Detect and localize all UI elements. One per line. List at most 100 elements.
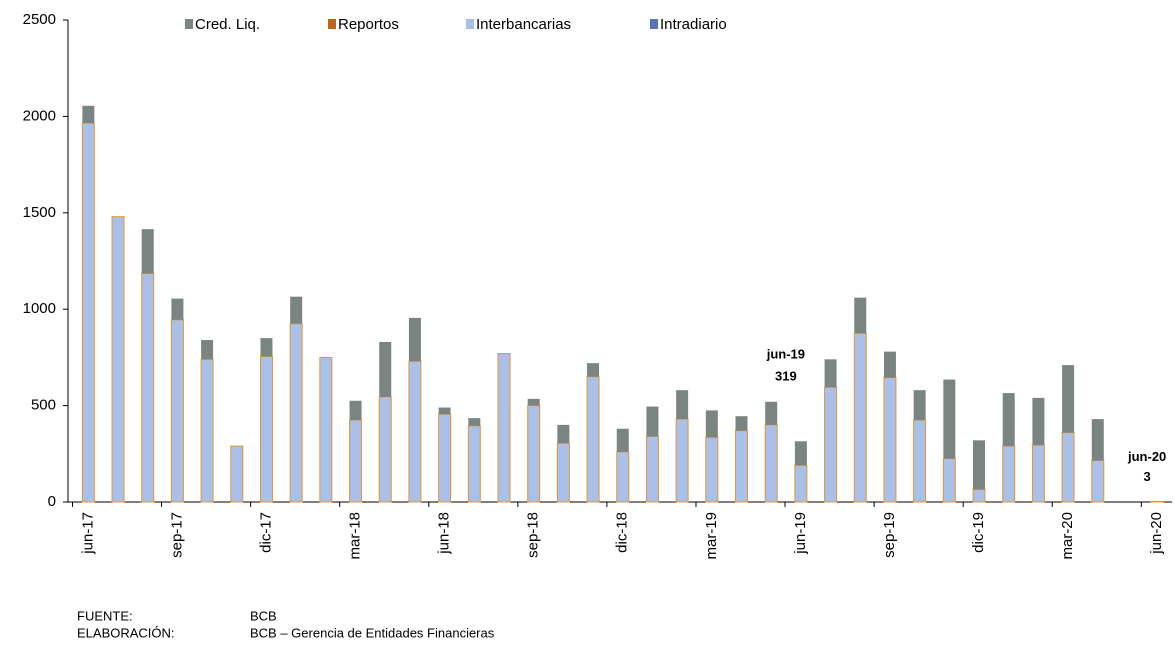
bar-segment [705, 436, 719, 503]
bar-segment [824, 386, 838, 503]
legend-swatch [328, 19, 336, 29]
bar-segment [972, 488, 986, 503]
bar-segment [200, 358, 214, 503]
legend-swatch [650, 19, 658, 29]
bar-segment [170, 319, 184, 503]
bar-segment [379, 341, 392, 397]
credit-label: ELABORACIÓN: [77, 625, 175, 640]
legend-swatch [185, 19, 193, 29]
annotation-label: jun-19 [766, 347, 805, 362]
x-tick-label: jun-19 [792, 512, 809, 555]
bar-segment [616, 451, 630, 503]
bar-segment [527, 405, 541, 503]
bar-segment [260, 338, 273, 357]
bar-segment [230, 445, 244, 503]
legend-swatch [466, 19, 474, 29]
x-tick-label: sep-19 [881, 512, 898, 558]
bar-segment [141, 273, 155, 503]
bar-segment [81, 122, 95, 503]
bar-segment [853, 332, 867, 503]
bar-segment [408, 360, 422, 503]
bar-segment [319, 356, 333, 503]
bar-segment [1091, 419, 1104, 461]
bar-segment [764, 424, 778, 503]
bar-segment [468, 418, 481, 426]
bar-segment [765, 401, 778, 425]
bar-segment [735, 430, 749, 503]
bar-segment [973, 440, 986, 490]
bar-segment [854, 297, 867, 334]
bar-segment [438, 413, 452, 503]
x-tick-label: sep-18 [525, 512, 542, 558]
bar-segment [1032, 397, 1045, 446]
bar-segment [289, 323, 303, 503]
y-tick-label: 500 [31, 397, 56, 414]
bar-segment [645, 435, 659, 503]
bar-segment [824, 359, 837, 388]
bar-segment [557, 424, 570, 444]
bar-segment [1002, 445, 1016, 503]
x-tick-label: jun-18 [436, 512, 453, 555]
bar-segment [943, 379, 956, 459]
bar-segment [646, 406, 659, 437]
bar-segment [883, 377, 897, 503]
y-tick-label: 1000 [23, 300, 56, 317]
bar-segment [705, 410, 718, 438]
bar-segment [438, 407, 451, 415]
source-text: BCB [250, 608, 277, 623]
bar-segment [913, 390, 926, 421]
bar-segment [735, 416, 748, 431]
bar-segment [676, 390, 689, 420]
bar-segment [141, 229, 154, 274]
annotation-label: jun-20 [1127, 449, 1166, 464]
annotation-value: 3 [1144, 469, 1151, 484]
bar-segment [794, 441, 807, 466]
credit-text: BCB – Gerencia de Entidades Financieras [250, 625, 495, 640]
x-tick-label: sep-17 [168, 512, 185, 558]
annotation-value: 319 [775, 369, 797, 384]
bar-segment [111, 216, 125, 503]
x-tick-label: jun-17 [79, 512, 96, 555]
y-tick-label: 0 [48, 493, 56, 510]
y-tick-label: 1500 [23, 204, 56, 221]
legend-label: Reportos [338, 16, 399, 33]
bar-segment [616, 428, 629, 452]
x-tick-label: jun-20 [1148, 512, 1165, 555]
x-tick-label: dic-19 [970, 512, 987, 553]
y-tick-label: 2000 [23, 107, 56, 124]
source-label: FUENTE: [77, 608, 133, 623]
bar-segment [290, 296, 303, 324]
bar-segment [259, 355, 273, 503]
bar-segment [556, 442, 570, 503]
bar-segment [467, 425, 481, 503]
bar-segment [408, 317, 421, 362]
bar-segment [913, 419, 927, 503]
y-tick-label: 2500 [23, 11, 56, 28]
bar-segment [349, 400, 362, 421]
bar-segment [883, 351, 896, 378]
bar-segment [497, 353, 511, 503]
bar-segment [1002, 393, 1015, 447]
bar-segment [349, 419, 363, 503]
x-tick-label: dic-17 [257, 512, 274, 553]
bar-segment [794, 464, 808, 503]
bar-segment [201, 340, 214, 360]
x-tick-label: mar-19 [703, 512, 720, 560]
bar-segment [378, 396, 392, 503]
bar-segment [942, 458, 956, 503]
legend-label: Intradiario [660, 16, 727, 33]
legend-label: Cred. Liq. [195, 16, 260, 33]
bar-segment [1091, 460, 1105, 503]
x-tick-label: mar-20 [1059, 512, 1076, 560]
bar-segment [171, 298, 184, 320]
x-tick-label: dic-18 [614, 512, 631, 553]
legend-label: Interbancarias [476, 16, 571, 33]
bar-segment [527, 398, 540, 406]
bar-segment [1061, 432, 1075, 503]
bar-segment [587, 363, 600, 377]
x-tick-label: mar-18 [347, 512, 364, 560]
bar-segment [1062, 365, 1075, 433]
bar-segment [1031, 444, 1045, 503]
bar-segment [586, 376, 600, 503]
